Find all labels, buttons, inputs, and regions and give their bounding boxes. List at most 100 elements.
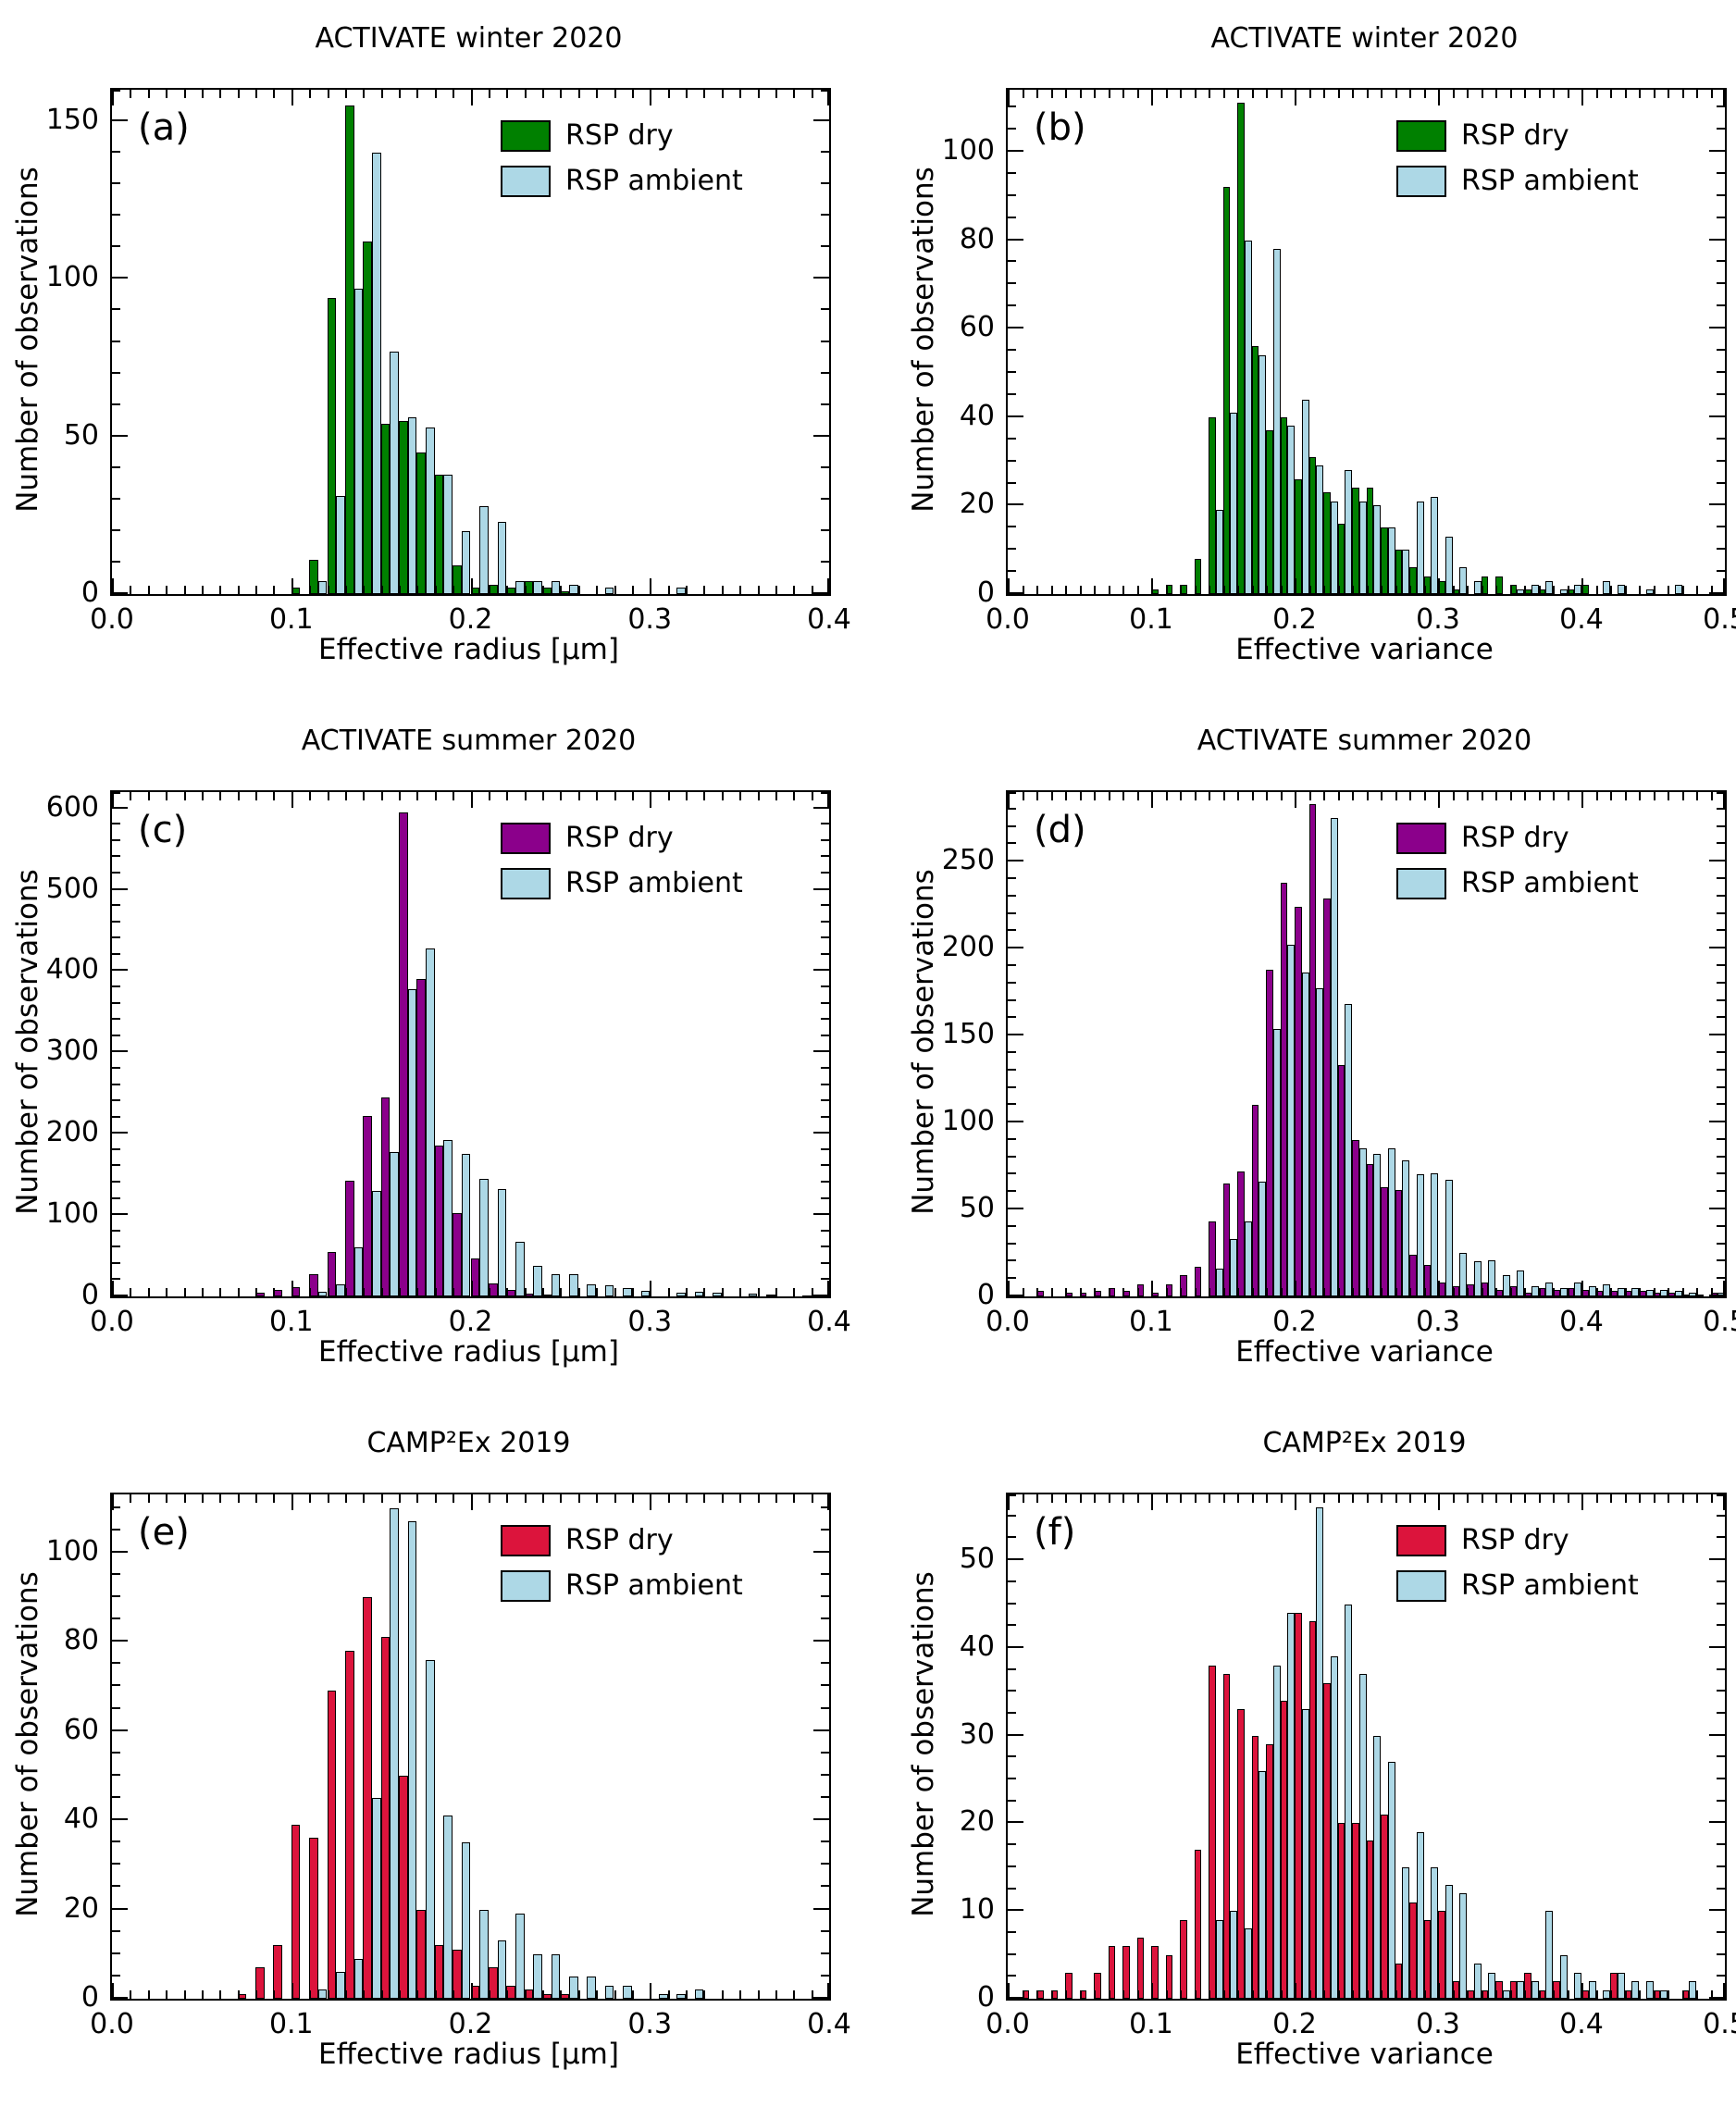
- tick-mark: [273, 1288, 276, 1296]
- tick-mark: [112, 560, 120, 563]
- tick-mark: [1079, 792, 1082, 800]
- panel-title: ACTIVATE summer 2020: [301, 725, 637, 757]
- ambient-bar: [1473, 1261, 1482, 1296]
- tick-mark: [1222, 1288, 1225, 1296]
- tick-mark: [1008, 1975, 1016, 1977]
- tick-mark: [309, 90, 312, 98]
- tick-mark: [1165, 1288, 1168, 1296]
- tick-mark: [614, 1288, 616, 1296]
- tick-mark: [1653, 1990, 1655, 1999]
- tick-mark: [112, 792, 114, 808]
- tick-mark: [273, 90, 276, 98]
- tick-mark: [1452, 1494, 1455, 1503]
- tick-mark: [821, 1066, 829, 1069]
- tick-mark: [1222, 1494, 1225, 1503]
- dry-bar: [1308, 456, 1317, 594]
- y-tick-label: 80: [63, 1624, 99, 1657]
- tick-mark: [183, 586, 186, 594]
- ambient-bar: [1387, 1762, 1395, 1999]
- tick-mark: [344, 1494, 347, 1503]
- dry-bar: [1352, 488, 1359, 594]
- tick-mark: [201, 1494, 204, 1503]
- tick-mark: [739, 586, 742, 594]
- dry-bar: [1222, 1183, 1231, 1296]
- tick-mark: [1710, 90, 1713, 98]
- tick-mark: [667, 1288, 670, 1296]
- tick-mark: [147, 1990, 150, 1999]
- x-tick-label: 0.1: [1129, 603, 1173, 636]
- tick-mark: [112, 1295, 128, 1296]
- ambient-bar: [1358, 1674, 1367, 1999]
- ambient-bar: [694, 1291, 704, 1296]
- tick-mark: [1323, 1990, 1325, 1999]
- tick-mark: [631, 1494, 634, 1503]
- y-tick-label: 50: [63, 418, 99, 452]
- ambient-bar: [1316, 988, 1324, 1296]
- tick-mark: [1065, 1990, 1067, 1999]
- tick-mark: [130, 1990, 132, 1999]
- tick-mark: [273, 1990, 276, 1999]
- tick-mark: [1653, 792, 1655, 800]
- tick-mark: [650, 1983, 652, 1999]
- tick-mark: [1709, 860, 1725, 862]
- ambient-bar: [1373, 1153, 1382, 1296]
- dry-bar: [1094, 1972, 1101, 1999]
- tick-mark: [821, 871, 829, 874]
- ambient-bar: [1445, 1180, 1453, 1296]
- tick-mark: [1524, 1494, 1526, 1503]
- tick-mark: [542, 1494, 544, 1503]
- y-tick-label: 150: [941, 1018, 995, 1051]
- tick-mark: [1710, 792, 1713, 800]
- tick-mark: [1050, 586, 1053, 594]
- legend-label-ambient: RSP ambient: [565, 165, 743, 197]
- tick-mark: [201, 90, 204, 98]
- tick-mark: [1381, 1990, 1383, 1999]
- ambient-bar: [1545, 1911, 1554, 1999]
- ambient-swatch: [1396, 165, 1446, 197]
- dry-bar: [1395, 1964, 1403, 1999]
- tick-mark: [821, 1246, 829, 1248]
- tick-mark: [1136, 90, 1139, 98]
- tick-mark: [686, 1288, 688, 1296]
- tick-mark: [1581, 1281, 1583, 1296]
- tick-mark: [1438, 1281, 1440, 1296]
- dry-bar: [1366, 1841, 1374, 1999]
- x-tick-label: 0.4: [1559, 2008, 1604, 2040]
- tick-mark: [112, 985, 120, 987]
- tick-mark: [1008, 1558, 1023, 1561]
- tick-mark: [1295, 578, 1296, 594]
- tick-mark: [506, 1288, 509, 1296]
- tick-mark: [363, 792, 366, 800]
- tick-mark: [1709, 1821, 1725, 1824]
- tick-mark: [739, 1990, 742, 1999]
- tick-mark: [1681, 1288, 1684, 1296]
- tick-mark: [827, 1494, 829, 1510]
- dry-bar: [416, 452, 427, 594]
- y-tick-label: 30: [959, 1717, 995, 1751]
- tick-mark: [1717, 1690, 1725, 1692]
- tick-mark: [1717, 193, 1725, 196]
- ambient-bar: [1431, 1866, 1439, 1999]
- dry-bar: [1337, 1823, 1345, 1999]
- tick-mark: [1079, 90, 1082, 98]
- tick-mark: [1723, 792, 1725, 808]
- dry-bar: [344, 1181, 354, 1296]
- ambient-bar: [407, 988, 417, 1296]
- tick-mark: [1008, 1865, 1016, 1867]
- dry-bar: [1280, 882, 1288, 1296]
- x-axis-label: Effective variance: [1235, 633, 1494, 666]
- tick-mark: [1180, 586, 1182, 594]
- tick-mark: [344, 1990, 347, 1999]
- y-axis-label: Number of observations: [11, 167, 44, 513]
- tick-mark: [1423, 1494, 1426, 1503]
- tick-mark: [1094, 1990, 1096, 1999]
- tick-mark: [821, 151, 829, 154]
- tick-mark: [1008, 1733, 1023, 1736]
- ambient-bar: [1603, 1989, 1611, 1999]
- tick-mark: [470, 1494, 473, 1510]
- tick-mark: [1524, 586, 1526, 594]
- tick-mark: [821, 1506, 829, 1508]
- x-tick-label: 0.1: [268, 603, 314, 636]
- tick-mark: [1337, 586, 1340, 594]
- dry-bar: [1251, 1735, 1259, 1999]
